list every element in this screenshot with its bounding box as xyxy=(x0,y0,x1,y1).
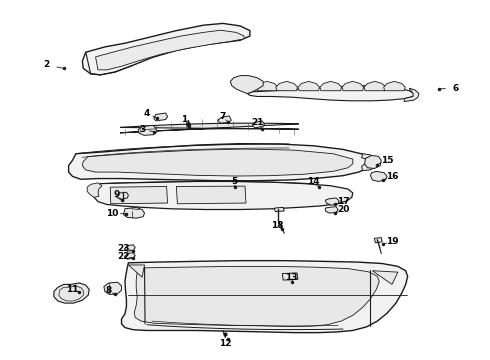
Polygon shape xyxy=(69,144,370,181)
Polygon shape xyxy=(123,207,145,218)
Text: 20: 20 xyxy=(337,205,349,214)
Polygon shape xyxy=(124,253,135,259)
Polygon shape xyxy=(364,81,386,91)
Text: 6: 6 xyxy=(453,84,459,93)
Polygon shape xyxy=(110,186,168,204)
Polygon shape xyxy=(256,81,278,91)
Text: 9: 9 xyxy=(113,190,120,199)
Polygon shape xyxy=(252,121,265,128)
Polygon shape xyxy=(94,181,353,210)
Text: 23: 23 xyxy=(117,244,130,253)
Polygon shape xyxy=(298,81,319,91)
Polygon shape xyxy=(372,271,398,284)
Polygon shape xyxy=(54,283,89,303)
Polygon shape xyxy=(134,266,379,327)
Polygon shape xyxy=(218,116,231,123)
Polygon shape xyxy=(138,125,157,135)
Polygon shape xyxy=(117,192,128,199)
Polygon shape xyxy=(247,86,414,101)
Text: 15: 15 xyxy=(381,156,393,165)
Polygon shape xyxy=(230,76,263,94)
Text: 21: 21 xyxy=(251,118,264,127)
Text: 12: 12 xyxy=(219,339,232,348)
Polygon shape xyxy=(82,23,250,75)
Text: 16: 16 xyxy=(386,172,398,181)
Polygon shape xyxy=(96,30,244,70)
Text: 19: 19 xyxy=(386,237,398,246)
Polygon shape xyxy=(87,183,102,197)
Text: 7: 7 xyxy=(220,112,226,121)
Text: 1: 1 xyxy=(181,115,187,124)
Polygon shape xyxy=(404,88,419,102)
Polygon shape xyxy=(104,282,122,294)
Text: 11: 11 xyxy=(66,285,79,294)
Polygon shape xyxy=(365,156,381,168)
Polygon shape xyxy=(384,81,405,91)
Polygon shape xyxy=(120,123,299,133)
Polygon shape xyxy=(325,207,338,213)
Text: 2: 2 xyxy=(44,60,49,69)
Text: 18: 18 xyxy=(270,220,283,230)
Polygon shape xyxy=(124,245,135,251)
Polygon shape xyxy=(325,198,339,205)
Polygon shape xyxy=(276,81,297,91)
Polygon shape xyxy=(282,273,298,280)
Text: 8: 8 xyxy=(106,287,112,295)
Polygon shape xyxy=(122,261,408,333)
Polygon shape xyxy=(154,113,168,121)
Text: 3: 3 xyxy=(139,125,145,134)
Polygon shape xyxy=(362,154,378,171)
Polygon shape xyxy=(82,149,353,176)
Polygon shape xyxy=(370,171,387,181)
Text: 5: 5 xyxy=(231,177,237,186)
Text: 4: 4 xyxy=(144,109,150,118)
Text: 22: 22 xyxy=(117,252,130,261)
Polygon shape xyxy=(128,265,145,277)
Polygon shape xyxy=(342,81,364,91)
Polygon shape xyxy=(320,81,342,91)
Text: 17: 17 xyxy=(337,197,349,206)
Polygon shape xyxy=(274,207,284,212)
Text: 13: 13 xyxy=(285,273,298,282)
Polygon shape xyxy=(176,186,246,204)
Text: 10: 10 xyxy=(105,209,118,218)
Polygon shape xyxy=(374,238,382,243)
Text: 14: 14 xyxy=(307,177,320,186)
